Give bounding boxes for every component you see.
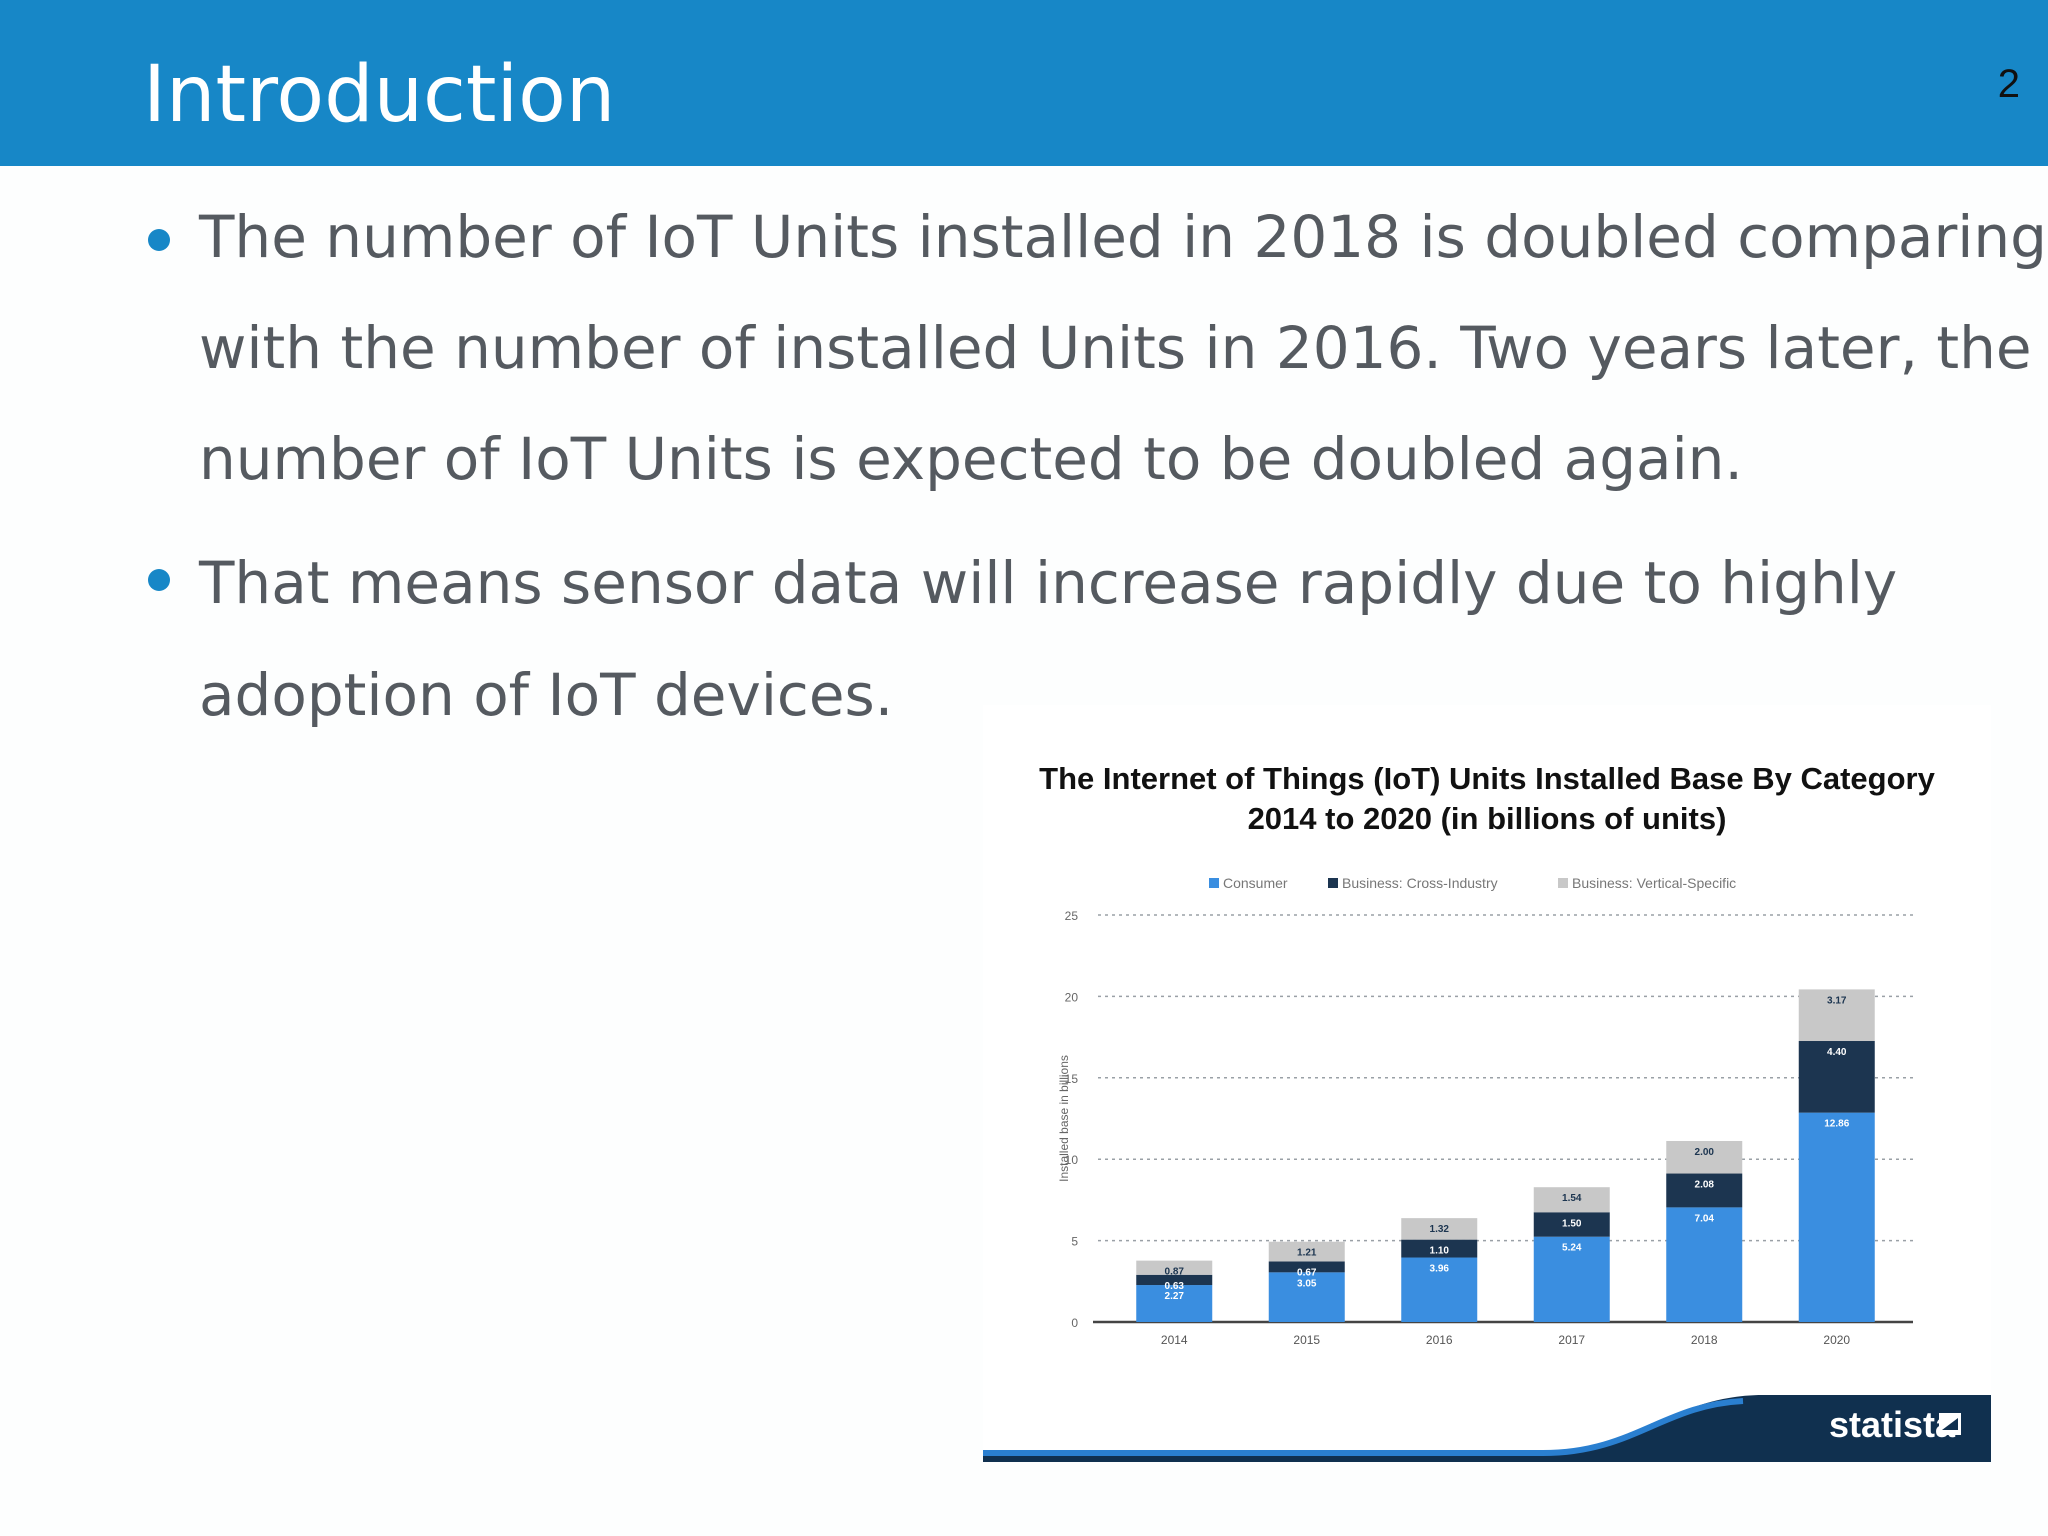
bar-2014-business-cross-industry [1136, 1274, 1213, 1286]
data-label: 5.24 [1562, 1243, 1582, 1254]
page-number: 2 [1997, 62, 2020, 106]
statista-logo: statista [1829, 1404, 1956, 1445]
data-label: 1.54 [1562, 1193, 1582, 1204]
bar-2016-business-vertical-specific [1401, 1218, 1478, 1240]
data-label: 2.08 [1695, 1180, 1715, 1191]
data-label: 1.32 [1430, 1224, 1450, 1235]
y-tick-label: 0 [1071, 1316, 1078, 1330]
iot-chart: The Internet of Things (IoT) Units Insta… [983, 705, 1991, 1462]
bullet-1-line-3: number of IoT Units is expected to be do… [199, 425, 1743, 493]
data-label: 3.96 [1430, 1264, 1450, 1275]
x-tick-label: 2014 [1161, 1333, 1188, 1347]
data-label: 2.00 [1695, 1147, 1715, 1158]
bar-2020-consumer [1798, 1112, 1875, 1322]
data-label: 1.50 [1562, 1218, 1582, 1229]
x-tick-label: 2018 [1691, 1333, 1718, 1347]
data-label: 2.27 [1165, 1291, 1185, 1302]
bar-2018-business-vertical-specific [1666, 1140, 1743, 1174]
bullet-1-line-1: The number of IoT Units installed in 201… [199, 203, 2047, 271]
statista-logo-icon [1939, 1413, 1961, 1435]
data-label: 1.10 [1430, 1246, 1450, 1257]
bar-2014-business-vertical-specific [1136, 1260, 1213, 1275]
chart-plot: 0 5 10 15 20 25 Installed base in billions 2.27… [1057, 909, 1913, 1347]
chart-title: The Internet of Things (IoT) Units Insta… [1039, 761, 1935, 796]
data-label: 3.05 [1297, 1278, 1317, 1289]
y-tick-label: 25 [1065, 909, 1079, 923]
bar-2015-business-vertical-specific [1268, 1241, 1345, 1262]
y-tick-label: 10 [1065, 1153, 1079, 1167]
bullet-1-line-2: with the number of installed Units in 20… [199, 314, 2032, 382]
bar-2018-business-cross-industry [1666, 1173, 1743, 1208]
bullet-dot [148, 229, 170, 251]
legend-label-consumer: Consumer [1223, 875, 1288, 891]
bar-2020-business-vertical-specific [1798, 989, 1875, 1042]
bar-2017-business-cross-industry [1533, 1212, 1610, 1237]
data-label: 0.87 [1165, 1267, 1185, 1278]
bullet-2-line-2: adoption of IoT devices. [199, 661, 894, 729]
legend-swatch-consumer [1209, 878, 1219, 888]
bar-2015-consumer [1268, 1272, 1345, 1322]
bar-2018-consumer [1666, 1207, 1743, 1322]
x-tick-label: 2020 [1823, 1333, 1850, 1347]
x-tick-label: 2017 [1558, 1333, 1585, 1347]
y-tick-label: 5 [1071, 1235, 1078, 1249]
data-label: 12.86 [1824, 1119, 1849, 1130]
bar-2016-business-cross-industry [1401, 1239, 1478, 1258]
data-label: 4.40 [1827, 1047, 1847, 1058]
legend-swatch-cross-industry [1328, 878, 1338, 888]
legend-label-cross-industry: Business: Cross-Industry [1342, 875, 1498, 891]
bar-2017-business-vertical-specific [1533, 1187, 1610, 1213]
bullet-2-line-1: That means sensor data will increase rap… [199, 549, 1898, 617]
data-label: 3.17 [1827, 995, 1847, 1006]
chart-legend: Consumer Business: Cross-Industry Busine… [983, 873, 1991, 893]
legend-label-vertical-specific: Business: Vertical-Specific [1572, 875, 1737, 891]
bullet-dot [148, 569, 170, 591]
bar-2015-business-cross-industry [1268, 1261, 1345, 1273]
bar-2020-business-cross-industry [1798, 1041, 1875, 1113]
data-label: 7.04 [1695, 1213, 1715, 1224]
data-label: 0.63 [1165, 1281, 1185, 1292]
x-tick-label: 2015 [1293, 1333, 1320, 1347]
bar-2014-consumer [1136, 1285, 1213, 1322]
x-tick-label: 2016 [1426, 1333, 1453, 1347]
y-tick-label: 20 [1065, 990, 1079, 1004]
data-label: 1.21 [1297, 1248, 1317, 1259]
slide-title: Introduction [143, 50, 616, 140]
y-tick-label: 15 [1065, 1072, 1079, 1086]
data-label: 0.67 [1297, 1267, 1317, 1278]
chart-subtitle: 2014 to 2020 (in billions of units) [1247, 801, 1727, 836]
bar-2017-consumer [1533, 1236, 1610, 1322]
bar-2016-consumer [1401, 1257, 1478, 1322]
legend-swatch-vertical-specific [1558, 878, 1568, 888]
slide-header [0, 0, 2048, 166]
y-axis-label: Installed base in billions [1057, 1055, 1071, 1182]
